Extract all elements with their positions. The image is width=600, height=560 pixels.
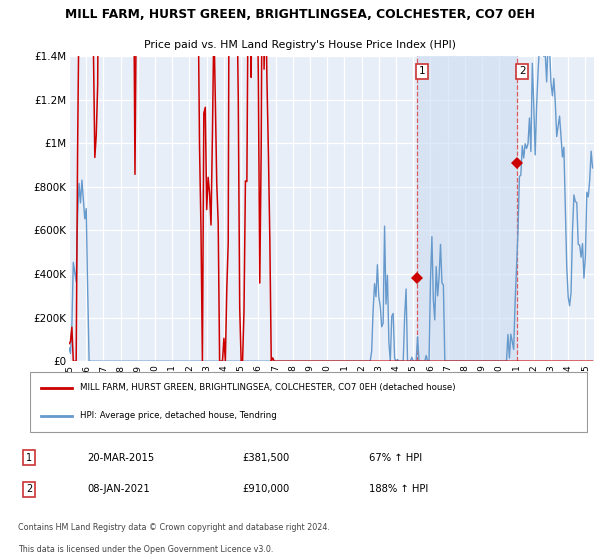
Text: 188% ↑ HPI: 188% ↑ HPI: [369, 484, 428, 494]
Text: 1: 1: [419, 66, 425, 76]
Text: £381,500: £381,500: [242, 452, 290, 463]
Text: This data is licensed under the Open Government Licence v3.0.: This data is licensed under the Open Gov…: [18, 545, 273, 554]
Text: Price paid vs. HM Land Registry's House Price Index (HPI): Price paid vs. HM Land Registry's House …: [144, 40, 456, 50]
Text: £910,000: £910,000: [242, 484, 290, 494]
Text: Contains HM Land Registry data © Crown copyright and database right 2024.: Contains HM Land Registry data © Crown c…: [18, 523, 329, 532]
Text: 2: 2: [26, 484, 32, 494]
FancyBboxPatch shape: [30, 372, 587, 432]
Text: 67% ↑ HPI: 67% ↑ HPI: [369, 452, 422, 463]
Text: 20-MAR-2015: 20-MAR-2015: [87, 452, 154, 463]
Bar: [417, 56, 517, 361]
Text: MILL FARM, HURST GREEN, BRIGHTLINGSEA, COLCHESTER, CO7 0EH (detached house): MILL FARM, HURST GREEN, BRIGHTLINGSEA, C…: [80, 383, 456, 392]
Text: 08-JAN-2021: 08-JAN-2021: [87, 484, 149, 494]
Text: 1: 1: [26, 452, 32, 463]
Text: MILL FARM, HURST GREEN, BRIGHTLINGSEA, COLCHESTER, CO7 0EH: MILL FARM, HURST GREEN, BRIGHTLINGSEA, C…: [65, 8, 535, 21]
Text: 2: 2: [519, 66, 526, 76]
Text: HPI: Average price, detached house, Tendring: HPI: Average price, detached house, Tend…: [80, 412, 277, 421]
